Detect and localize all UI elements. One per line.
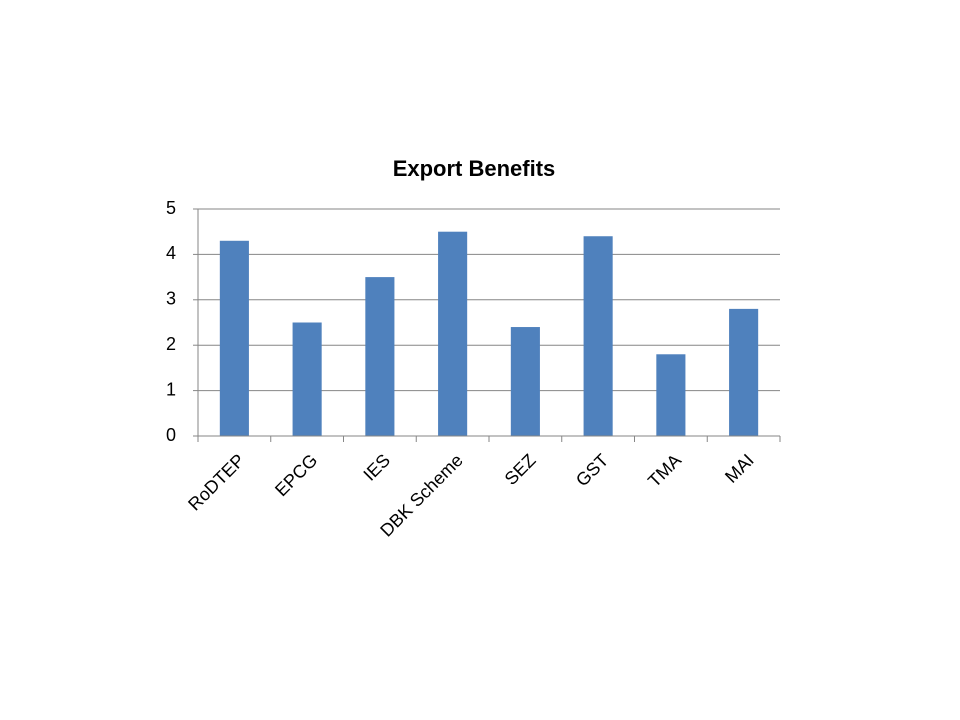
chart-title: Export Benefits bbox=[393, 156, 556, 181]
x-tick-label: SEZ bbox=[501, 450, 540, 489]
y-tick-label: 1 bbox=[166, 379, 176, 399]
y-tick-label: 3 bbox=[166, 289, 176, 309]
x-tick-label: TMA bbox=[644, 450, 685, 491]
y-tick-label: 0 bbox=[166, 425, 176, 445]
y-tick-label: 2 bbox=[166, 334, 176, 354]
x-tick-label: GST bbox=[572, 450, 612, 490]
bar bbox=[510, 327, 540, 436]
x-tick-label: EPCG bbox=[271, 450, 321, 500]
bar bbox=[219, 240, 249, 436]
y-tick-label: 5 bbox=[166, 198, 176, 218]
bar bbox=[438, 231, 468, 436]
bar bbox=[656, 354, 686, 436]
bar bbox=[365, 277, 395, 436]
x-tick-label: IES bbox=[359, 450, 394, 485]
bar bbox=[583, 236, 613, 436]
x-tick-label: RoDTEP bbox=[184, 450, 248, 514]
bar bbox=[292, 322, 322, 436]
x-tick-label: MAI bbox=[721, 450, 758, 487]
y-tick-label: 4 bbox=[166, 243, 176, 263]
bar bbox=[729, 308, 759, 436]
